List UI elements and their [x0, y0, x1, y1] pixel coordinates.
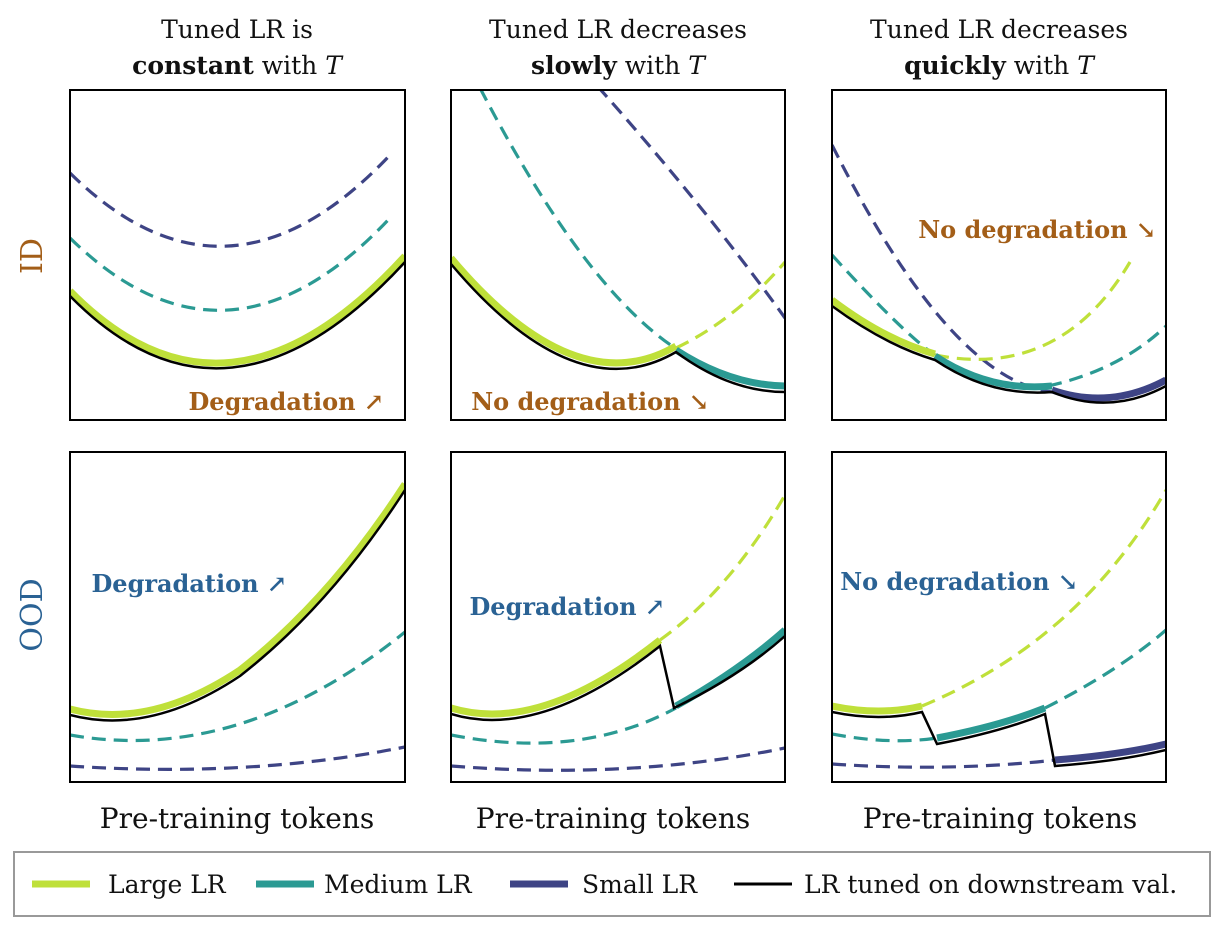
- curve-medium-lr-solid: [936, 704, 1047, 742]
- curve-medium-lr: [70, 216, 392, 312]
- panel-id-quickly-frame: [831, 89, 1167, 421]
- legend-label-medium: Medium LR: [324, 870, 473, 899]
- column-title-2-line2: slowly with T: [531, 51, 707, 80]
- panel-id-constant-frame: [69, 89, 406, 421]
- column-title-1: Tuned LR is constant with T: [132, 15, 344, 80]
- curve-tuned-lr: [451, 635, 785, 722]
- curve-tuned-lr: [832, 304, 1166, 404]
- curve-medium-lr: [832, 732, 938, 743]
- curve-large-lr-dashed: [659, 494, 785, 642]
- curve-large-lr: [70, 253, 405, 367]
- panel-id-slowly-frame: [450, 89, 786, 421]
- legend-frame: [13, 851, 1211, 917]
- curve-small-lr: [70, 745, 405, 771]
- curve-tuned-lr: [832, 710, 1166, 768]
- curve-medium-lr-solid: [674, 347, 785, 390]
- annotation-id-constant: Degradation ↗: [188, 387, 384, 416]
- annotation-id-quickly: No degradation ↘: [918, 215, 1156, 244]
- curve-tuned-lr: [70, 489, 405, 722]
- row-label-id: ID: [15, 238, 50, 274]
- panel-ood-constant-frame: [69, 451, 406, 783]
- curve-tuned-lr: [70, 261, 405, 370]
- xlabel-col-3: Pre-training tokens: [863, 802, 1137, 835]
- curve-small-lr: [832, 758, 1056, 769]
- curve-small-lr: [598, 90, 785, 319]
- curve-small-lr-solid: [1050, 376, 1166, 402]
- legend-label-large: Large LR: [108, 870, 227, 899]
- panel-id-quickly: [832, 144, 1166, 404]
- annotation-id-slowly: No degradation ↘: [471, 387, 709, 416]
- curve-medium-lr-dashed: [1044, 628, 1166, 710]
- legend: Large LR Medium LR Small LR LR tuned on …: [13, 851, 1211, 917]
- xlabel-col-2: Pre-training tokens: [476, 802, 750, 835]
- curve-large-lr: [832, 297, 936, 358]
- xlabel-col-1: Pre-training tokens: [100, 802, 374, 835]
- curve-tuned-lr: [451, 263, 785, 394]
- curve-medium-lr: [70, 630, 405, 743]
- annotation-ood-constant: Degradation ↗: [91, 569, 287, 598]
- legend-label-small: Small LR: [582, 870, 698, 899]
- column-title-1-line2: constant with T: [132, 51, 344, 80]
- curve-medium-lr-solid: [674, 627, 785, 710]
- curve-large-lr-dashed: [675, 260, 785, 350]
- panel-id-slowly: [451, 90, 785, 394]
- curve-medium-lr: [479, 90, 679, 352]
- panel-ood-slowly: [451, 494, 785, 772]
- column-title-3-line1: Tuned LR decreases: [870, 15, 1128, 44]
- panel-ood-constant: [70, 482, 405, 771]
- annotation-ood-slowly: Degradation ↗: [469, 592, 665, 621]
- panel-ood-slowly-frame: [450, 451, 786, 783]
- legend-label-tuned: LR tuned on downstream val.: [804, 870, 1177, 899]
- annotation-ood-quickly: No degradation ↘: [840, 567, 1078, 596]
- curve-medium-lr-dashed: [1047, 324, 1166, 388]
- curve-small-lr: [451, 746, 785, 772]
- column-title-1-line1: Tuned LR is: [161, 15, 313, 44]
- panel-ood-quickly-frame: [831, 451, 1167, 783]
- curve-small-lr-solid: [1054, 740, 1166, 764]
- curve-medium-lr: [451, 706, 677, 745]
- row-label-ood: OOD: [15, 578, 50, 651]
- column-title-2: Tuned LR decreases slowly with T: [489, 15, 747, 80]
- panel-id-constant: [70, 153, 405, 370]
- curve-small-lr: [70, 153, 392, 248]
- column-title-3: Tuned LR decreases quickly with T: [870, 15, 1128, 80]
- column-title-3-line2: quickly with T: [904, 51, 1096, 80]
- column-title-2-line1: Tuned LR decreases: [489, 15, 747, 44]
- curve-large-lr: [451, 637, 663, 718]
- curve-large-lr-dashed: [921, 489, 1166, 708]
- curve-large-lr: [70, 482, 405, 718]
- curve-large-lr: [451, 255, 678, 367]
- panel-ood-quickly: [832, 489, 1166, 769]
- curve-large-lr-dashed: [934, 261, 1132, 361]
- curve-large-lr: [832, 702, 923, 715]
- curve-medium-lr-solid: [933, 353, 1053, 391]
